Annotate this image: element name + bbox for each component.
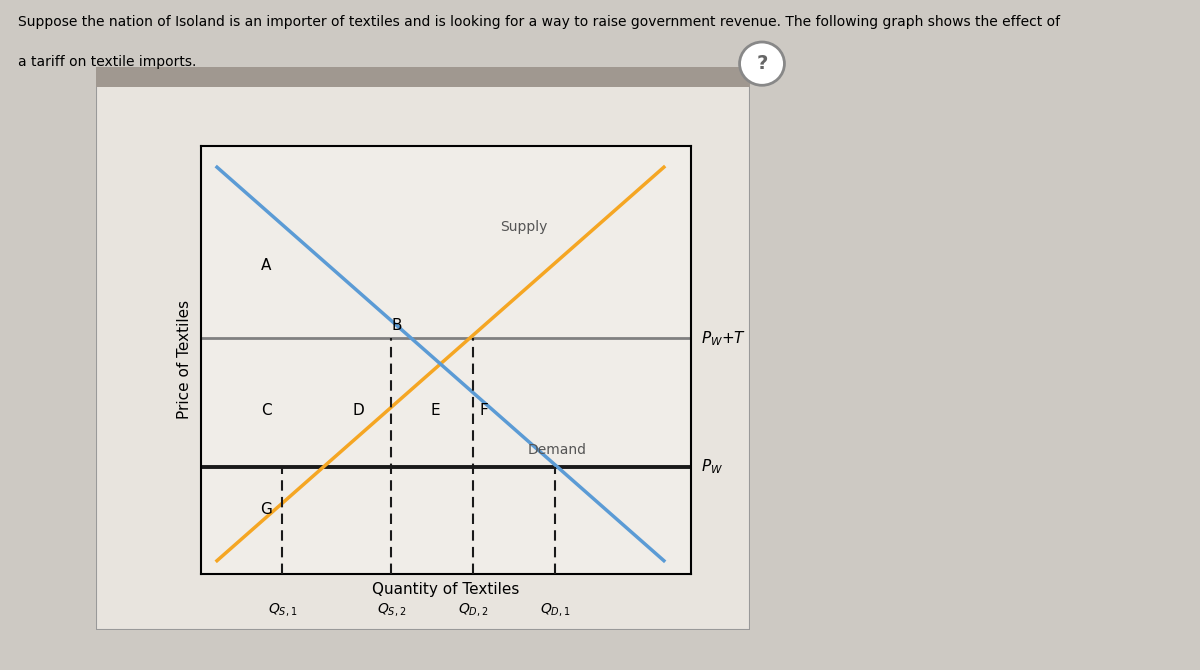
Text: $Q_{D,2}$: $Q_{D,2}$ — [458, 601, 488, 618]
Text: a tariff on textile imports.: a tariff on textile imports. — [18, 55, 197, 69]
X-axis label: Quantity of Textiles: Quantity of Textiles — [372, 582, 520, 597]
Text: $P_W$$+T$: $P_W$$+T$ — [701, 329, 746, 348]
Text: G: G — [260, 502, 272, 517]
Text: $Q_{S,1}$: $Q_{S,1}$ — [268, 601, 298, 618]
Text: $P_W$: $P_W$ — [701, 457, 722, 476]
Circle shape — [739, 42, 785, 85]
Text: Suppose the nation of Isoland is an importer of textiles and is looking for a wa: Suppose the nation of Isoland is an impo… — [18, 15, 1060, 29]
Y-axis label: Price of Textiles: Price of Textiles — [178, 300, 192, 419]
Text: Demand: Demand — [528, 443, 587, 457]
Text: $Q_{S,2}$: $Q_{S,2}$ — [377, 601, 406, 618]
Text: $Q_{D,1}$: $Q_{D,1}$ — [540, 601, 570, 618]
Text: A: A — [260, 258, 271, 273]
Text: Supply: Supply — [500, 220, 547, 234]
Text: D: D — [353, 403, 365, 419]
Text: B: B — [391, 318, 402, 333]
Bar — [96, 67, 750, 86]
Text: C: C — [260, 403, 271, 419]
Text: E: E — [430, 403, 440, 419]
Text: ?: ? — [756, 54, 768, 73]
Text: F: F — [480, 403, 488, 419]
